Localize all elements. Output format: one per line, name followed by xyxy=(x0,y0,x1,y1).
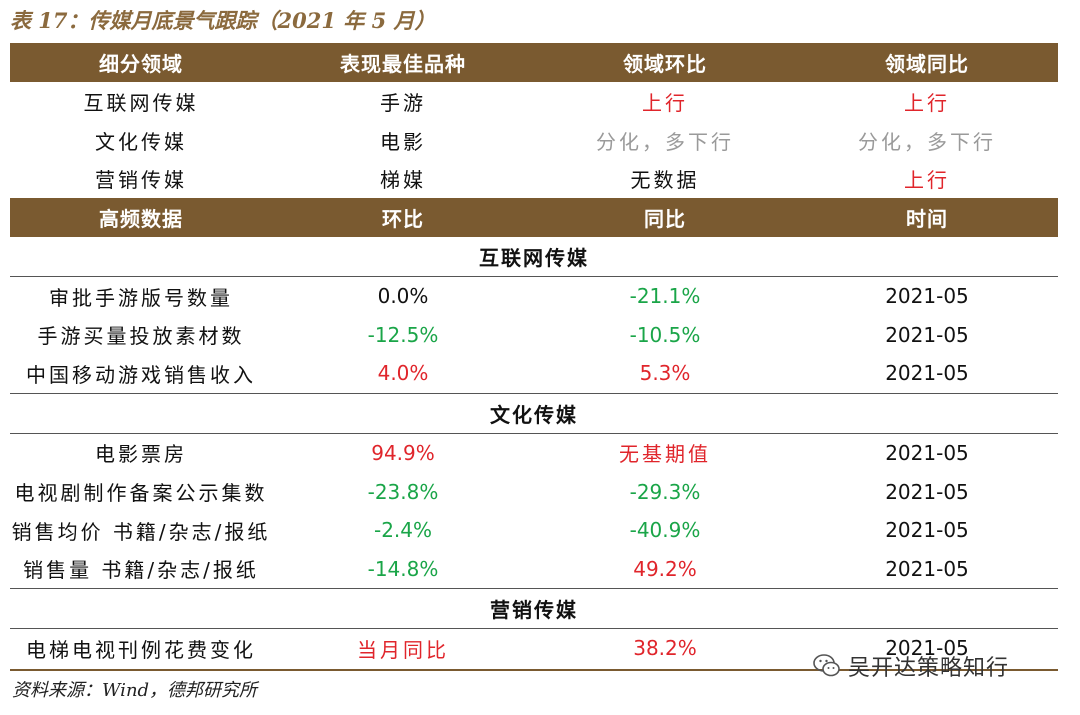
header-cell: 表现最佳品种 xyxy=(340,52,466,76)
watermark-text: 吴开达策略知行 xyxy=(848,656,1010,681)
header-cell: 细分领域 xyxy=(99,52,183,76)
source-note: 资料来源：Wind，德邦研究所 xyxy=(12,680,258,701)
mom-cell: 94.9% xyxy=(371,440,435,465)
field-cell: 文化传媒 xyxy=(95,129,187,154)
item-cell: 电梯电视刊例花费变化 xyxy=(26,637,256,662)
yoy-cell: 49.2% xyxy=(633,556,697,581)
header-cell: 高频数据 xyxy=(99,207,183,232)
mom-cell: 分化，多下行 xyxy=(596,129,734,154)
time-cell: 2021-05 xyxy=(885,440,969,465)
item-cell: 电视剧制作备案公示集数 xyxy=(14,481,268,506)
section-header: 文化传媒 xyxy=(10,392,1058,434)
header-cell: 同比 xyxy=(644,207,686,232)
table-row: 电视剧制作备案公示集数 -23.8% -29.3% 2021-05 xyxy=(10,472,1058,511)
mom-cell: 上行 xyxy=(642,90,688,115)
mom-cell: -14.8% xyxy=(367,556,439,581)
yoy-cell: 5.3% xyxy=(639,361,691,386)
section-header: 互联网传媒 xyxy=(10,237,1058,277)
mom-cell: -12.5% xyxy=(367,322,439,347)
item-cell: 手游买量投放素材数 xyxy=(37,324,245,349)
data-table: 细分领域 表现最佳品种 领域环比 领域同比 互联网传媒 手游 上行 上行 文化传… xyxy=(10,43,1058,668)
section-title: 文化传媒 xyxy=(490,402,578,427)
item-cell: 中国移动游戏销售收入 xyxy=(26,362,256,387)
table-row: 中国移动游戏销售收入 4.0% 5.3% 2021-05 xyxy=(10,354,1058,393)
yoy-cell: 38.2% xyxy=(633,636,697,661)
yoy-cell: 分化，多下行 xyxy=(858,129,996,154)
best-cell: 梯媒 xyxy=(380,168,426,193)
table-row: 营销传媒 梯媒 无数据 上行 xyxy=(10,159,1058,198)
mom-cell: 4.0% xyxy=(377,361,429,386)
table-row: 电梯电视刊例花费变化 当月同比 38.2% 2021-05 xyxy=(10,629,1058,668)
mom-cell: 0.0% xyxy=(377,284,429,309)
yoy-cell: 上行 xyxy=(904,90,950,115)
mom-cell: 无数据 xyxy=(630,168,700,193)
yoy-cell: -21.1% xyxy=(629,284,701,309)
time-cell: 2021-05 xyxy=(885,284,969,309)
wechat-icon xyxy=(813,654,840,677)
yoy-cell: -10.5% xyxy=(629,322,701,347)
header-cell: 领域同比 xyxy=(885,52,969,76)
hf-header-row: 高频数据 环比 同比 时间 xyxy=(10,198,1058,238)
table-row: 文化传媒 电影 分化，多下行 分化，多下行 xyxy=(10,121,1058,160)
time-cell: 2021-05 xyxy=(885,479,969,504)
best-cell: 手游 xyxy=(380,90,426,115)
time-cell: 2021-05 xyxy=(885,636,969,661)
yoy-cell: 上行 xyxy=(904,168,950,193)
yoy-cell: -29.3% xyxy=(629,479,701,504)
yoy-cell: 无基期值 xyxy=(619,442,711,467)
header-cell: 领域环比 xyxy=(623,52,707,76)
item-cell: 销售量 书籍/杂志/报纸 xyxy=(23,558,259,583)
table-row: 电影票房 94.9% 无基期值 2021-05 xyxy=(10,434,1058,473)
watermark: 吴开达策略知行 xyxy=(812,650,1009,682)
mom-cell: -23.8% xyxy=(367,479,439,504)
header-cell: 环比 xyxy=(382,207,424,232)
section-title: 互联网传媒 xyxy=(479,245,589,270)
item-cell: 审批手游版号数量 xyxy=(49,285,233,310)
table-row: 手游买量投放素材数 -12.5% -10.5% 2021-05 xyxy=(10,315,1058,354)
mom-cell: 当月同比 xyxy=(357,637,449,662)
best-cell: 电影 xyxy=(380,129,426,154)
table-title: 表 17：传媒月底景气跟踪（2021 年 5 月） xyxy=(10,8,436,33)
section-title: 营销传媒 xyxy=(490,598,578,623)
table-row: 审批手游版号数量 0.0% -21.1% 2021-05 xyxy=(10,277,1058,316)
table-row: 销售均价 书籍/杂志/报纸 -2.4% -40.9% 2021-05 xyxy=(10,511,1058,550)
field-cell: 营销传媒 xyxy=(95,168,187,193)
time-cell: 2021-05 xyxy=(885,556,969,581)
field-cell: 互联网传媒 xyxy=(83,90,199,115)
yoy-cell: -40.9% xyxy=(629,518,701,543)
mom-cell: -2.4% xyxy=(373,518,433,543)
time-cell: 2021-05 xyxy=(885,322,969,347)
item-cell: 销售均价 书籍/杂志/报纸 xyxy=(11,519,271,544)
table-row: 互联网传媒 手游 上行 上行 xyxy=(10,82,1058,121)
section-header: 营销传媒 xyxy=(10,588,1058,629)
item-cell: 电影票房 xyxy=(95,442,187,467)
time-cell: 2021-05 xyxy=(885,518,969,543)
table-bottom-rule xyxy=(10,669,1058,671)
header-cell: 时间 xyxy=(906,207,948,232)
time-cell: 2021-05 xyxy=(885,361,969,386)
summary-header-row: 细分领域 表现最佳品种 领域环比 领域同比 xyxy=(10,43,1058,82)
table-row: 销售量 书籍/杂志/报纸 -14.8% 49.2% 2021-05 xyxy=(10,550,1058,589)
